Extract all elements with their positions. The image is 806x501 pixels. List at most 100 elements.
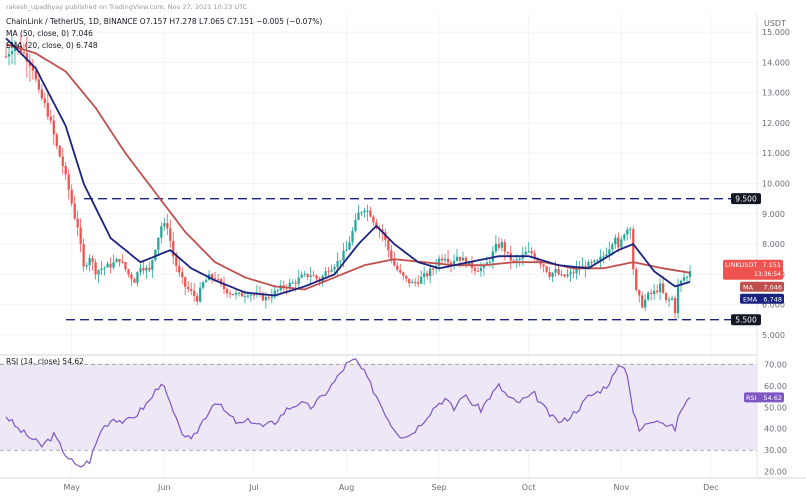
candle-body[interactable] bbox=[169, 228, 172, 242]
candle-body[interactable] bbox=[133, 279, 136, 283]
candle-body[interactable] bbox=[142, 267, 145, 271]
candle-body[interactable] bbox=[297, 277, 300, 284]
candle-body[interactable] bbox=[348, 242, 351, 250]
candle-body[interactable] bbox=[136, 271, 139, 283]
candle-body[interactable] bbox=[396, 265, 399, 270]
candle-body[interactable] bbox=[431, 268, 435, 270]
candle-body[interactable] bbox=[479, 267, 483, 271]
candle-body[interactable] bbox=[411, 281, 414, 284]
candle-body[interactable] bbox=[288, 282, 291, 288]
candle-body[interactable] bbox=[31, 65, 35, 71]
candle-body[interactable] bbox=[605, 254, 608, 257]
candle-body[interactable] bbox=[494, 243, 497, 252]
candle-body[interactable] bbox=[181, 272, 184, 278]
candle-body[interactable] bbox=[554, 269, 557, 273]
candle-body[interactable] bbox=[61, 156, 64, 166]
candle-body[interactable] bbox=[533, 253, 536, 259]
candle-body[interactable] bbox=[593, 260, 596, 263]
candle-body[interactable] bbox=[202, 282, 205, 288]
candle-body[interactable] bbox=[303, 273, 306, 275]
candle-body[interactable] bbox=[294, 282, 297, 284]
candle-body[interactable] bbox=[429, 268, 432, 277]
candle-body[interactable] bbox=[599, 256, 602, 261]
candle-body[interactable] bbox=[115, 259, 118, 263]
candle-body[interactable] bbox=[473, 268, 477, 271]
time-axis[interactable]: May Jun Jul Aug Sep Oct Nov Dec bbox=[63, 483, 718, 492]
candle-body[interactable] bbox=[228, 293, 232, 295]
candle-body[interactable] bbox=[312, 275, 315, 277]
candle-body[interactable] bbox=[216, 279, 220, 281]
candle-body[interactable] bbox=[575, 268, 578, 274]
candle-body[interactable] bbox=[405, 275, 408, 279]
candle-body[interactable] bbox=[22, 52, 26, 54]
candle-body[interactable] bbox=[608, 249, 611, 255]
candle-body[interactable] bbox=[673, 298, 677, 314]
candle-body[interactable] bbox=[653, 290, 656, 294]
candle-body[interactable] bbox=[55, 134, 58, 147]
candle-body[interactable] bbox=[73, 203, 76, 219]
candle-body[interactable] bbox=[345, 249, 348, 251]
candle-body[interactable] bbox=[342, 250, 345, 261]
candle-body[interactable] bbox=[49, 116, 52, 121]
candle-body[interactable] bbox=[240, 292, 244, 297]
candle-body[interactable] bbox=[458, 256, 462, 261]
candle-body[interactable] bbox=[273, 290, 276, 297]
candle-body[interactable] bbox=[172, 241, 175, 257]
candle-body[interactable] bbox=[127, 269, 130, 275]
candle-body[interactable] bbox=[650, 292, 653, 294]
candle-body[interactable] bbox=[145, 267, 148, 271]
candle-body[interactable] bbox=[390, 250, 393, 260]
candle-body[interactable] bbox=[37, 79, 40, 90]
candle-body[interactable] bbox=[647, 292, 650, 300]
candlesticks[interactable] bbox=[4, 34, 692, 320]
candle-body[interactable] bbox=[590, 262, 593, 264]
candle-body[interactable] bbox=[455, 256, 459, 261]
candle-body[interactable] bbox=[614, 237, 617, 245]
candle-body[interactable] bbox=[204, 280, 208, 283]
candle-body[interactable] bbox=[336, 261, 339, 267]
candle-body[interactable] bbox=[300, 274, 303, 278]
candle-body[interactable] bbox=[16, 44, 20, 47]
candle-body[interactable] bbox=[464, 257, 468, 266]
candle-body[interactable] bbox=[542, 264, 545, 267]
candle-body[interactable] bbox=[563, 274, 566, 277]
candle-body[interactable] bbox=[130, 274, 133, 280]
candle-body[interactable] bbox=[641, 295, 644, 308]
candle-body[interactable] bbox=[387, 239, 390, 251]
candle-body[interactable] bbox=[452, 260, 456, 264]
candle-body[interactable] bbox=[632, 229, 635, 270]
candle-body[interactable] bbox=[679, 280, 683, 286]
candle-body[interactable] bbox=[512, 260, 515, 262]
candle-body[interactable] bbox=[43, 98, 46, 103]
candle-body[interactable] bbox=[363, 210, 366, 213]
candle-body[interactable] bbox=[187, 286, 190, 290]
candle-body[interactable] bbox=[629, 229, 632, 231]
candle-body[interactable] bbox=[656, 290, 659, 293]
candle-body[interactable] bbox=[670, 298, 674, 300]
candle-body[interactable] bbox=[246, 295, 250, 297]
candle-body[interactable] bbox=[97, 270, 100, 275]
candle-body[interactable] bbox=[46, 102, 49, 117]
candle-body[interactable] bbox=[118, 259, 121, 262]
candle-body[interactable] bbox=[500, 242, 503, 248]
candle-body[interactable] bbox=[440, 258, 444, 261]
candle-body[interactable] bbox=[225, 289, 229, 294]
candle-body[interactable] bbox=[267, 297, 270, 299]
candle-body[interactable] bbox=[252, 294, 256, 296]
candle-body[interactable] bbox=[569, 272, 572, 275]
candle-body[interactable] bbox=[190, 289, 193, 291]
candle-body[interactable] bbox=[4, 56, 8, 58]
candle-body[interactable] bbox=[667, 299, 671, 301]
candle-body[interactable] bbox=[103, 267, 106, 269]
candle-body[interactable] bbox=[315, 275, 318, 279]
candle-body[interactable] bbox=[243, 295, 247, 297]
candle-body[interactable] bbox=[166, 223, 169, 229]
candle-body[interactable] bbox=[482, 265, 486, 268]
candle-body[interactable] bbox=[369, 210, 372, 217]
candle-body[interactable] bbox=[324, 271, 327, 276]
candle-body[interactable] bbox=[497, 243, 500, 248]
candle-body[interactable] bbox=[79, 227, 82, 244]
candle-body[interactable] bbox=[503, 242, 506, 252]
candle-body[interactable] bbox=[596, 260, 599, 262]
candle-body[interactable] bbox=[91, 258, 94, 263]
